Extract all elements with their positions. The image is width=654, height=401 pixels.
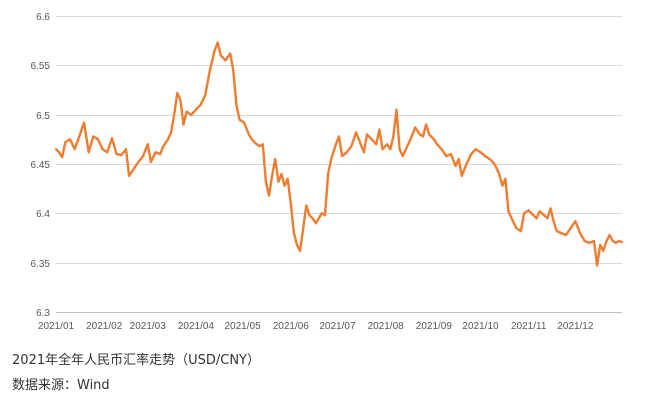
y-tick-label: 6.3 xyxy=(36,308,50,319)
gridlines xyxy=(56,16,622,313)
x-tick-label: 2021/01 xyxy=(38,321,75,332)
x-tick-label: 2021/11 xyxy=(511,321,547,332)
x-tick-label: 2021/06 xyxy=(273,321,310,332)
usd-cny-series xyxy=(54,41,624,267)
x-tick-label: 2021/09 xyxy=(416,321,453,332)
y-tick-label: 6.5 xyxy=(36,111,50,122)
caption-source: 数据来源：Wind xyxy=(12,378,110,393)
exchange-rate-chart: 6.36.356.46.456.56.556.6 2021/01 2021/02 2… xyxy=(31,12,624,332)
caption-title: 2021年全年人民币汇率走势（USD/CNY） xyxy=(12,353,260,368)
x-tick-label: 2021/10 xyxy=(462,321,499,332)
x-tick-label: 2021/04 xyxy=(178,321,215,332)
y-tick-label: 6.35 xyxy=(31,259,51,270)
x-tick-label: 2021/02 xyxy=(86,321,123,332)
x-tick-label: 2021/07 xyxy=(319,321,356,332)
y-tick-label: 6.45 xyxy=(31,160,51,171)
x-tick-label: 2021/08 xyxy=(368,321,405,332)
y-tick-label: 6.4 xyxy=(36,209,50,220)
y-axis-tick-labels: 6.3 6.35 6.4 6.45 6.5 6.55 6.6 xyxy=(31,12,51,319)
series-line xyxy=(54,41,624,267)
x-axis-tick-labels: 2021/01 2021/02 2021/03 2021/04 2021/05 2021/… xyxy=(38,321,594,332)
x-tick-label: 2021/12 xyxy=(557,321,594,332)
x-tick-label: 2021/03 xyxy=(130,321,167,332)
x-tick-label: 2021/05 xyxy=(225,321,262,332)
y-tick-label: 6.6 xyxy=(36,12,50,23)
y-tick-label: 6.55 xyxy=(31,61,51,72)
